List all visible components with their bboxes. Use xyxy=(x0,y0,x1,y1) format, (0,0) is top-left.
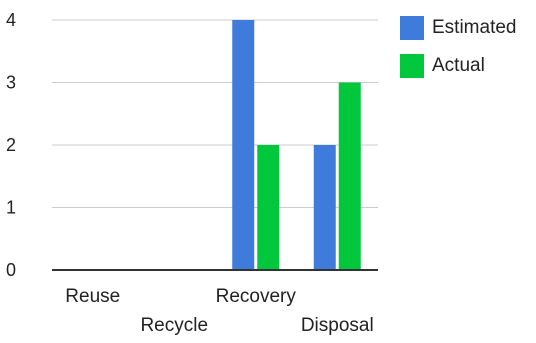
legend-label-actual: Actual xyxy=(432,55,485,76)
y-tick-label: 4 xyxy=(6,10,16,30)
legend-label-estimated: Estimated xyxy=(432,17,517,38)
y-tick-label: 2 xyxy=(6,135,16,155)
legend-swatch-estimated xyxy=(400,16,424,40)
legend-swatch-actual xyxy=(400,54,424,78)
y-tick-label: 1 xyxy=(6,198,16,218)
bar-estimated-recovery xyxy=(232,20,255,270)
bar-actual-disposal xyxy=(338,82,361,270)
legend: Estimated Actual xyxy=(400,16,516,92)
x-tick-label-recovery: Recovery xyxy=(216,286,297,307)
y-tick-label: 3 xyxy=(6,73,16,93)
bar-estimated-disposal xyxy=(313,145,336,270)
bar-actual-recovery xyxy=(257,145,280,270)
legend-item-actual: Actual xyxy=(400,54,516,78)
x-tick-label-disposal: Disposal xyxy=(301,315,374,336)
legend-item-estimated: Estimated xyxy=(400,16,516,40)
y-tick-label: 0 xyxy=(6,260,16,280)
x-tick-label-reuse: Reuse xyxy=(65,286,120,307)
bars xyxy=(232,20,361,270)
x-tick-label-recycle: Recycle xyxy=(140,315,208,336)
y-tick-labels: 0 1 2 3 4 xyxy=(6,10,16,280)
